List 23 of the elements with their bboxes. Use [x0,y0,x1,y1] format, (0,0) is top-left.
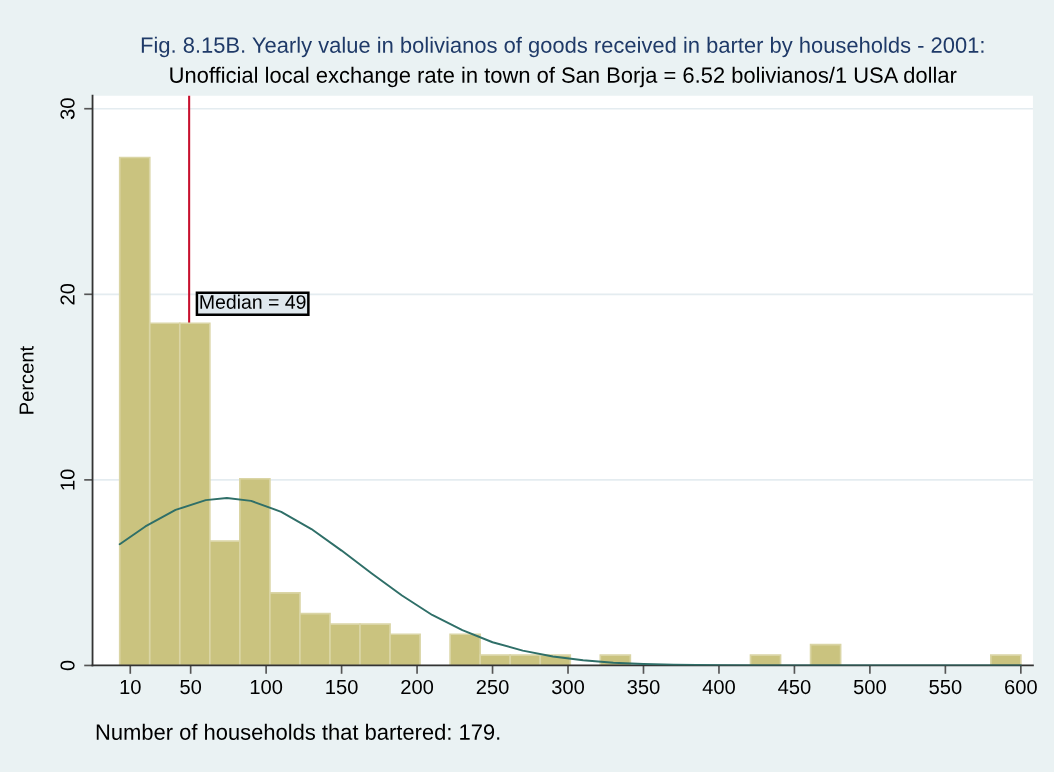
x-tick-label: 350 [627,679,660,695]
x-tick-label: 550 [929,679,962,695]
x-tick-label: 50 [180,679,202,695]
text: Number of households that bartered: 179. [96,723,500,740]
x-tick-label: 10 [120,679,141,695]
chart-title: Fig. 8.15B. Yearly value in bolivianos of goods received in barter by households - 2001: [141,36,984,58]
line-series [118,497,1022,666]
y-axis-title: Percent [19,346,34,414]
x-tick-label: 300 [551,679,585,695]
y-tick-label: 0 [60,660,75,671]
chart-subtitle: Unofficial local exchange rate in town of San Borja = 6.52 bolivianos/1 USA dollar [170,66,957,88]
x-tick-label: 500 [853,679,886,695]
y-tick-label: 20 [60,283,75,305]
x-tick-label: 450 [778,679,811,695]
x-tick-label: 200 [401,679,434,695]
x-tick-label: 150 [326,679,358,695]
x-tick-label: 600 [1005,679,1037,695]
y-tick-label: 30 [60,98,75,120]
ref-line-label: Median = 49 [200,294,306,309]
x-tick-label: 100 [250,679,283,695]
y-tick-label: 10 [60,469,75,490]
x-tick-label: 250 [476,679,509,695]
x-tick-label: 400 [702,679,735,695]
